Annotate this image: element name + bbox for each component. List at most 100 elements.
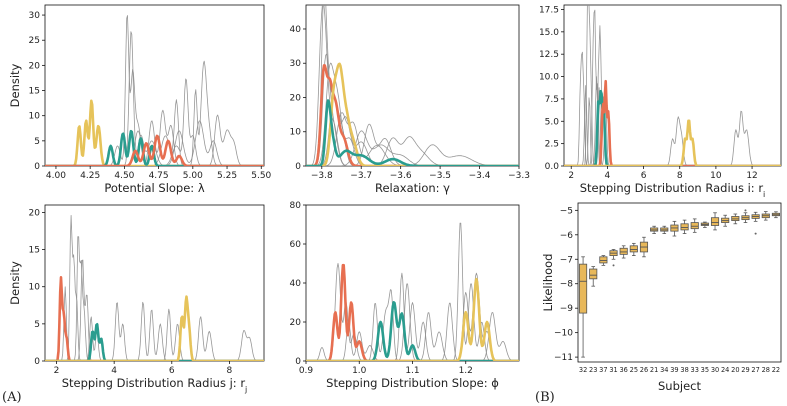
y-axis-label: Density (8, 261, 22, 305)
x-tick-label: 33 (691, 366, 699, 374)
series-line-orange-10 (306, 64, 519, 166)
x-tick-label: 20 (731, 366, 739, 374)
series-line-teal-12 (306, 99, 519, 166)
y-tick-label: 0 (295, 357, 301, 367)
x-tick-label: 4.25 (80, 171, 100, 181)
series-line-gray-6 (564, 110, 781, 166)
x-tick-label: 31 (609, 366, 617, 374)
series-line-gray-3 (564, 25, 781, 166)
series-group (306, 5, 519, 166)
panel-label-a: (A) (2, 390, 22, 405)
x-tick-label: −3.3 (508, 171, 530, 181)
x-axis-label-subscript: i (763, 190, 765, 199)
y-tick-label: 0 (295, 162, 301, 172)
chart-potential-slope: 4.00 4.25 4.50 4.75 5.00 5.25 5.50 0 5 10 15 20 25 30… (8, 4, 272, 195)
y-tick-label: −11 (554, 353, 573, 363)
series-line-teal-9 (306, 301, 519, 361)
x-tick-label: 8 (677, 171, 683, 181)
y-tick-label: 0 (34, 357, 40, 367)
series-line-gray-7 (306, 136, 519, 166)
y-tick-label: 17.5 (539, 5, 559, 15)
box-outlier (744, 209, 747, 212)
series-line-gray-5 (306, 222, 519, 361)
x-tick-label: 39 (670, 366, 678, 374)
x-tick-label: 5.25 (217, 171, 237, 181)
x-tick-label: 21 (650, 366, 658, 374)
y-tick-label: 15 (29, 246, 40, 256)
x-tick-label: 1.0 (352, 366, 367, 376)
y-tick-label: 30 (290, 59, 302, 69)
y-axis-label: Density (8, 63, 22, 107)
y-tick-label: 40 (290, 25, 302, 35)
x-axis-label: Subject (658, 379, 701, 393)
x-tick-label: 1.2 (459, 366, 473, 376)
box-32 (579, 263, 588, 314)
x-tick-label: 26 (640, 366, 648, 374)
box-33 (690, 222, 699, 230)
x-tick-label: −3.5 (429, 171, 451, 181)
box-25 (629, 245, 638, 253)
series-group (45, 15, 264, 166)
y-tick-label: 20 (290, 93, 302, 103)
box-outlier (754, 232, 757, 235)
y-tick-label: 10 (290, 128, 302, 138)
x-tick-label: 4.00 (46, 171, 66, 181)
y-tick-label: 2.5 (545, 140, 559, 150)
x-axis-label: Relaxation: γ (375, 181, 450, 195)
x-tick-label: −3.7 (350, 171, 372, 181)
y-tick-label: −8 (560, 280, 574, 290)
chart-likelihood-boxplot: 32 23 37 31 36 25 26 21 34 39 38 33 35 30 24 20 29 27 28 22… (541, 202, 782, 393)
box-outlier (612, 264, 615, 267)
series-line-gray-5 (564, 116, 781, 166)
x-axis-label-subscript: j (244, 385, 247, 394)
series-line-gray-2 (45, 259, 264, 361)
x-tick-label: 4 (111, 366, 117, 376)
x-tick-label: 4.75 (149, 171, 169, 181)
x-tick-label: 25 (630, 366, 638, 374)
y-tick-label: 20 (29, 208, 41, 218)
y-tick-label: 80 (290, 201, 302, 211)
series-line-gray-5 (45, 109, 264, 166)
y-tick-label: 10 (29, 112, 41, 122)
x-tick-label: −3.6 (390, 171, 412, 181)
x-tick-label: 12 (746, 171, 757, 181)
x-tick-label: 36 (619, 366, 627, 374)
x-tick-label: −3.8 (311, 171, 333, 181)
x-axis-label: Stepping Distribution Radius j: rj (62, 376, 248, 394)
y-tick-label: −9 (560, 304, 574, 314)
plot-frame (577, 202, 782, 363)
x-tick-label: 27 (751, 366, 759, 374)
x-tick-label: 32 (579, 366, 587, 374)
x-axis-label: Stepping Distribution Radius i: ri (580, 181, 766, 199)
y-tick-label: 25 (29, 36, 40, 46)
y-tick-label: 40 (290, 279, 302, 289)
y-tick-label: 30 (29, 11, 41, 21)
y-tick-label: −7 (560, 255, 573, 265)
y-tick-label: −10 (554, 329, 573, 339)
y-tick-label: −5 (560, 206, 573, 216)
series-line-gray-5 (45, 301, 264, 361)
x-tick-label: 5.50 (251, 171, 271, 181)
series-line-gray-4 (45, 114, 264, 166)
chart-stepping-radius-i: 2 4 6 8 10 12 0.0 2.5 5.0 7.5 10.0 12.5 15.0 17.5 Step… (539, 4, 782, 199)
panel-label-b: (B) (535, 390, 555, 405)
x-tick-label: 29 (741, 366, 749, 374)
x-tick-label: 35 (701, 366, 709, 374)
series-line-orange-10 (45, 134, 264, 166)
x-tick-label: 5.00 (183, 171, 203, 181)
y-tick-label: 20 (290, 318, 302, 328)
x-tick-label: 30 (711, 366, 719, 374)
x-tick-label: −3.4 (469, 171, 491, 181)
x-tick-label: 28 (762, 366, 770, 374)
series-line-gray-4 (306, 94, 519, 166)
box-23 (589, 268, 598, 280)
x-tick-label: 4 (605, 171, 611, 181)
y-tick-label: 12.5 (539, 50, 559, 60)
y-tick-label: 5.0 (545, 117, 560, 127)
series-line-gray-0 (306, 5, 519, 166)
x-tick-label: 4.50 (114, 171, 134, 181)
y-tick-label: 5 (34, 320, 40, 330)
y-tick-label: 15 (29, 87, 40, 97)
series-group (45, 215, 264, 361)
